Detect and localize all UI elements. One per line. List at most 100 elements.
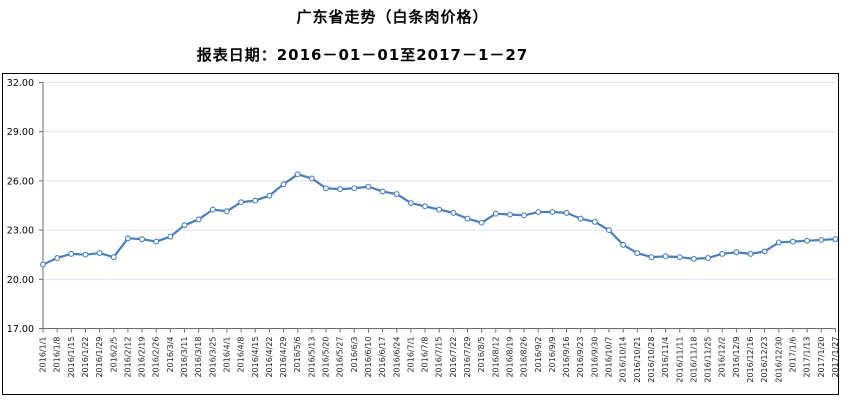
- x-tick-label: 2016/6/24: [392, 337, 401, 378]
- data-point-marker: [167, 233, 174, 240]
- x-tick-label: 2016/11/4: [661, 337, 670, 378]
- data-point-marker: [393, 191, 400, 197]
- x-tick-label: 2016/2/26: [152, 337, 161, 378]
- x-tick-label: 2016/12/30: [774, 337, 783, 383]
- data-point-marker: [620, 241, 627, 248]
- data-point-marker: [591, 218, 598, 225]
- x-tick-label: 2016/11/25: [704, 337, 713, 383]
- data-point-marker: [280, 181, 287, 188]
- x-tick-label: 2016/3/4: [166, 337, 175, 373]
- x-tick-label: 2016/4/22: [265, 337, 274, 378]
- data-point-marker: [563, 209, 570, 216]
- x-tick-label: 2016/12/23: [760, 337, 769, 383]
- x-tick-label: 2016/9/2: [534, 337, 543, 373]
- data-point-marker: [648, 254, 655, 261]
- data-point-marker: [549, 209, 556, 216]
- data-point-marker: [521, 212, 528, 219]
- x-tick-label: 2016/4/15: [251, 337, 260, 378]
- chart-title: 广东省走势（白条肉价格）: [296, 8, 489, 26]
- data-point-marker: [252, 197, 259, 204]
- x-tick-label: 2016/9/9: [548, 337, 557, 373]
- data-point-marker: [832, 236, 839, 243]
- x-tick-label: 2016/2/12: [123, 337, 132, 378]
- data-point-marker: [153, 238, 160, 245]
- x-tick-label: 2016/10/7: [605, 337, 614, 378]
- data-point-marker: [40, 261, 46, 268]
- chart-frame: 17.00 20.00 23.00 26.00 29.00 32.00 2016/1/1 20…: [2, 73, 840, 395]
- data-point-marker: [407, 200, 414, 206]
- y-tick-label: 29.00: [7, 127, 34, 138]
- data-point-marker: [436, 206, 443, 213]
- x-tick-label: 2016/10/14: [619, 337, 628, 383]
- data-point-marker: [365, 183, 372, 190]
- data-point-marker: [224, 208, 230, 215]
- data-point-marker: [294, 171, 301, 178]
- x-tick-label: 2016/3/25: [208, 337, 217, 378]
- data-point-marker: [464, 215, 471, 222]
- x-tick-label: 2016/1/22: [81, 337, 90, 378]
- x-tick-label: 2016/8/26: [520, 337, 529, 378]
- data-point-marker: [747, 250, 754, 257]
- x-tick-label: 2016/7/8: [421, 337, 430, 373]
- x-tick-label: 2016/6/3: [350, 337, 359, 373]
- data-point-marker: [761, 248, 768, 255]
- data-point-marker: [789, 238, 796, 245]
- x-tick-label: 2016/1/1: [39, 337, 48, 373]
- y-tick-label: 32.00: [7, 78, 34, 89]
- x-tick-label: 2016/7/29: [463, 337, 472, 378]
- x-tick-label: 2017/1/6: [788, 337, 797, 373]
- data-point-marker: [124, 235, 131, 242]
- y-tick-label: 26.00: [7, 176, 34, 187]
- x-tick-label: 2016/4/1: [222, 337, 231, 373]
- x-tick-label: 2016/4/8: [237, 337, 246, 373]
- data-point-marker: [351, 185, 358, 192]
- data-point-marker: [96, 250, 103, 257]
- data-point-marker: [308, 175, 315, 182]
- data-point-marker: [379, 188, 386, 195]
- x-tick-label: 2016/6/17: [378, 337, 387, 378]
- data-point-marker: [337, 186, 344, 193]
- x-tick-label: 2016/5/13: [307, 337, 316, 378]
- x-tick-label: 2016/7/22: [449, 337, 458, 378]
- x-tick-label: 2016/10/28: [647, 337, 656, 383]
- data-point-marker: [535, 209, 542, 216]
- x-tick-label: 2016/8/19: [505, 337, 514, 378]
- x-tick-label: 2016/10/21: [633, 337, 642, 383]
- data-point-marker: [323, 185, 329, 192]
- data-point-marker: [209, 206, 216, 213]
- data-point-marker: [719, 250, 726, 257]
- x-tick-label: 2016/11/11: [675, 337, 684, 383]
- x-tick-label: 2016/8/12: [491, 337, 500, 378]
- x-tick-label: 2016/1/29: [95, 337, 104, 378]
- x-tick-label: 2016/12/16: [746, 337, 755, 383]
- data-point-marker: [68, 250, 75, 257]
- x-tick-label: 2016/6/10: [364, 337, 373, 378]
- x-tick-label: 2016/12/9: [732, 337, 741, 378]
- x-tick-label: 2016/3/11: [180, 337, 189, 378]
- y-tick-label: 23.00: [7, 226, 34, 237]
- x-tick-label: 2016/5/20: [322, 337, 331, 378]
- data-point-marker: [422, 203, 428, 210]
- data-point-marker: [110, 254, 117, 261]
- x-tick-label: 2016/7/15: [435, 337, 444, 378]
- data-point-marker: [507, 211, 513, 218]
- data-point-marker: [818, 236, 825, 243]
- x-tick-label: 2016/11/18: [689, 337, 698, 383]
- y-tick-label: 17.00: [7, 324, 34, 335]
- data-point-marker: [733, 249, 740, 256]
- data-point-marker: [238, 199, 245, 206]
- data-point-marker: [804, 237, 811, 244]
- data-point-marker: [266, 192, 273, 199]
- x-tick-label: 2016/9/23: [576, 337, 585, 378]
- x-tick-label: 2016/5/6: [293, 337, 302, 373]
- x-tick-label: 2017/1/13: [803, 337, 812, 378]
- data-point-marker: [450, 209, 457, 216]
- y-tick-label: 20.00: [7, 275, 34, 286]
- price-trend-chart: 17.00 20.00 23.00 26.00 29.00 32.00 2016/1/1 20…: [7, 78, 840, 383]
- data-point-marker: [705, 255, 711, 261]
- data-point-marker: [676, 254, 683, 261]
- x-tick-label: 2016/2/19: [138, 337, 147, 378]
- x-tick-label: 2016/1/8: [53, 337, 62, 373]
- data-point-marker: [492, 210, 499, 217]
